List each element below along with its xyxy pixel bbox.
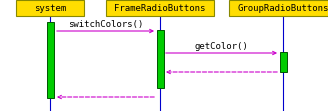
Text: system: system xyxy=(34,4,66,13)
Text: switchColors(): switchColors() xyxy=(68,20,143,29)
Bar xyxy=(16,0,84,16)
Bar xyxy=(229,0,328,16)
Text: FrameRadioButtons: FrameRadioButtons xyxy=(114,4,206,13)
Bar xyxy=(106,0,214,16)
Text: getColor(): getColor() xyxy=(195,42,248,51)
Text: GroupRadioButtons: GroupRadioButtons xyxy=(237,4,328,13)
Bar xyxy=(47,22,53,98)
Bar xyxy=(279,52,286,72)
Bar xyxy=(156,30,163,88)
